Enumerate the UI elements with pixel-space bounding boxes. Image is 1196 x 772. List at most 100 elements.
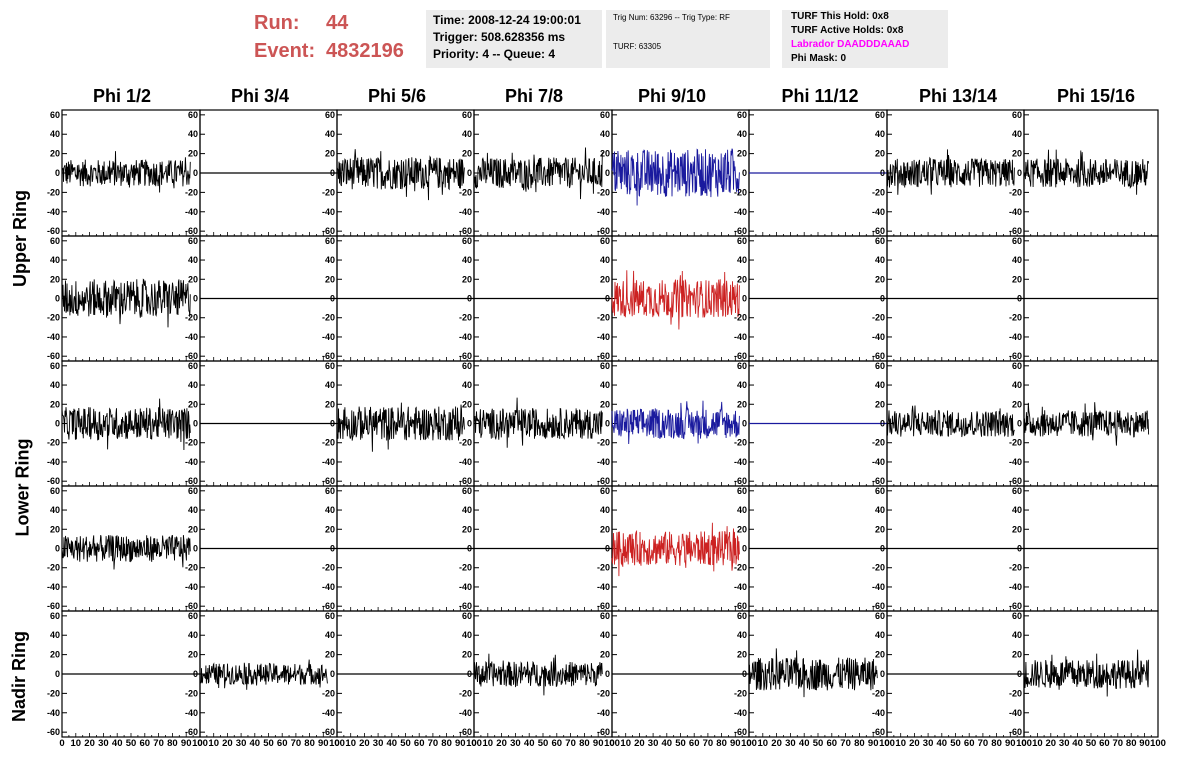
panel-r0-c3-ytick-label: 0 <box>467 168 472 178</box>
panel-r3-c2-ytick-label: 40 <box>325 505 335 515</box>
panel-r0-c7-ytick-label: -20 <box>1009 187 1022 197</box>
panel-r4-c2-ytick-label: -60 <box>322 727 335 737</box>
x-tick-label: 20 <box>84 738 95 749</box>
x-tick-label: 70 <box>840 738 851 749</box>
panel-r0-c4-ytick-label: 40 <box>600 129 610 139</box>
panel-r0-c3-ytick-label: 40 <box>462 129 472 139</box>
panel-r1-c3-ytick-label: -20 <box>459 313 472 323</box>
panel-r4-c4-ytick-label: -20 <box>597 688 610 698</box>
panel-r4-c6-ytick-label: -60 <box>872 727 885 737</box>
panel-r1-c1-ytick-label: 20 <box>188 274 198 284</box>
panel-r1-c1-ytick-label: -60 <box>185 351 198 361</box>
x-tick-label: 40 <box>1072 738 1083 749</box>
x-tick-label: 0 <box>197 738 202 749</box>
panel-r2-c4-ytick-label: -60 <box>597 476 610 486</box>
panel-r2-c3-trace <box>473 397 603 448</box>
panel-r3-c2-ytick-label: 20 <box>325 524 335 534</box>
panel-r0-c0-ytick-label: 60 <box>50 110 60 120</box>
panel-r3-c4-trace <box>611 522 740 577</box>
column-title-phi-5-6: Phi 5/6 <box>367 86 427 106</box>
panel-r2-c7-ytick-label: 20 <box>1012 399 1022 409</box>
panel-r1-c6-ytick-label: -40 <box>872 332 885 342</box>
panel-r4-c4-ytick-label: 40 <box>600 630 610 640</box>
panel-r3-c4-ytick-label: 20 <box>600 524 610 534</box>
panel-r1-c0-ytick-label: 60 <box>50 236 60 246</box>
panel-r1-c3-ytick-label: -60 <box>459 351 472 361</box>
panel-r0-c4-trace <box>611 148 740 206</box>
panel-r2-c2-ytick-label: 0 <box>330 419 335 429</box>
x-tick-label: 0 <box>1021 738 1026 749</box>
x-tick-label: 90 <box>730 738 741 749</box>
panel-r3-c1-ytick-label: 60 <box>188 486 198 496</box>
panel-r4-c3-ytick-label: 60 <box>462 611 472 621</box>
panel-r0-c3-ytick-label: -40 <box>459 207 472 217</box>
panel-r4-c6-ytick-label: 60 <box>875 611 885 621</box>
x-tick-label: 20 <box>496 738 507 749</box>
panel-r4-c5-ytick-label: 0 <box>742 669 747 679</box>
panel-r0-c1-ytick-label: 0 <box>193 168 198 178</box>
x-tick-label: 0 <box>59 738 64 749</box>
panel-r3-c1-ytick-label: 0 <box>193 544 198 554</box>
x-tick-label: 30 <box>648 738 659 749</box>
panel-r4-c4-ytick-label: -40 <box>597 708 610 718</box>
panel-r3-c5-ytick-label: -60 <box>734 601 747 611</box>
x-tick-label: 30 <box>1059 738 1070 749</box>
panel-r4-c1-ytick-label: -60 <box>185 727 198 737</box>
turf-text: TURF: 63305 <box>613 42 662 51</box>
panel-r2-c6-trace <box>886 405 1015 438</box>
x-tick-label: 40 <box>799 738 810 749</box>
panel-r4-c5-trace <box>748 648 878 698</box>
panel-r1-c2-ytick-label: 40 <box>325 255 335 265</box>
turf-this-hold-text: TURF This Hold: 0x8 <box>791 11 889 22</box>
panel-r2-c0-ytick-label: 20 <box>50 399 60 409</box>
x-tick-label: 10 <box>895 738 906 749</box>
panel-r3-c0-ytick-label: 60 <box>50 486 60 496</box>
panel-r3-c1-ytick-label: 40 <box>188 505 198 515</box>
panel-r2-c5-ytick-label: 20 <box>737 399 747 409</box>
x-tick-label: 70 <box>1113 738 1124 749</box>
panel-r1-c1-ytick-label: -20 <box>185 313 198 323</box>
panel-r0-c5-ytick-label: 60 <box>737 110 747 120</box>
panel-r0-c0-ytick-label: 20 <box>50 149 60 159</box>
panel-r3-c4-ytick-label: 0 <box>605 544 610 554</box>
panel-r3-c5-ytick-label: 20 <box>737 524 747 534</box>
panel-r3-c0-ytick-label: -40 <box>47 582 60 592</box>
panel-r3-c2-ytick-label: -60 <box>322 601 335 611</box>
x-tick-label: 60 <box>552 738 563 749</box>
panel-r1-c7-ytick-label: -20 <box>1009 313 1022 323</box>
panel-r0-c6-ytick-label: 20 <box>875 149 885 159</box>
x-tick-label: 40 <box>524 738 535 749</box>
panel-r3-c1-ytick-label: -60 <box>185 601 198 611</box>
panel-r0-c6-ytick-label: 40 <box>875 129 885 139</box>
panel-r2-c4-ytick-label: 40 <box>600 380 610 390</box>
panel-r2-c4-trace <box>611 400 740 445</box>
panel-r3-c3-ytick-label: -40 <box>459 582 472 592</box>
time-info-box: Time: 2008-12-24 19:00:01 Trigger: 508.6… <box>426 10 602 68</box>
panel-r1-c5-ytick-label: 0 <box>742 294 747 304</box>
x-tick-label: 80 <box>854 738 865 749</box>
labrador-text: Labrador DAADDDAAAD <box>791 39 910 50</box>
x-tick-label: 10 <box>1032 738 1043 749</box>
panel-r4-c2-ytick-label: 20 <box>325 650 335 660</box>
panel-r0-c4-ytick-label: 60 <box>600 110 610 120</box>
panel-r2-c4-ytick-label: -20 <box>597 438 610 448</box>
panel-r4-c7-trace <box>1023 649 1150 697</box>
panel-r0-c4-ytick-label: -60 <box>597 226 610 236</box>
panel-r3-c5-ytick-label: -20 <box>734 563 747 573</box>
panel-r1-c0-ytick-label: -40 <box>47 332 60 342</box>
panel-r4-c0-ytick-label: -40 <box>47 708 60 718</box>
panel-r4-c1-ytick-label: -20 <box>185 688 198 698</box>
panel-r1-c0-ytick-label: -20 <box>47 313 60 323</box>
time-text: Time: 2008-12-24 19:00:01 <box>433 13 581 27</box>
x-tick-label: 40 <box>387 738 398 749</box>
panel-r4-c1-trace <box>199 659 328 690</box>
panel-r2-c1-ytick-label: 40 <box>188 380 198 390</box>
panel-r4-c0-ytick-label: 60 <box>50 611 60 621</box>
x-tick-label: 80 <box>579 738 590 749</box>
panel-r3-c6-ytick-label: 0 <box>880 544 885 554</box>
panel-r0-c5-ytick-label: -20 <box>734 187 747 197</box>
x-tick-label: 80 <box>167 738 178 749</box>
panel-r0-c2-ytick-label: -60 <box>322 226 335 236</box>
x-tick-label: 10 <box>483 738 494 749</box>
x-tick-label: 50 <box>1086 738 1097 749</box>
